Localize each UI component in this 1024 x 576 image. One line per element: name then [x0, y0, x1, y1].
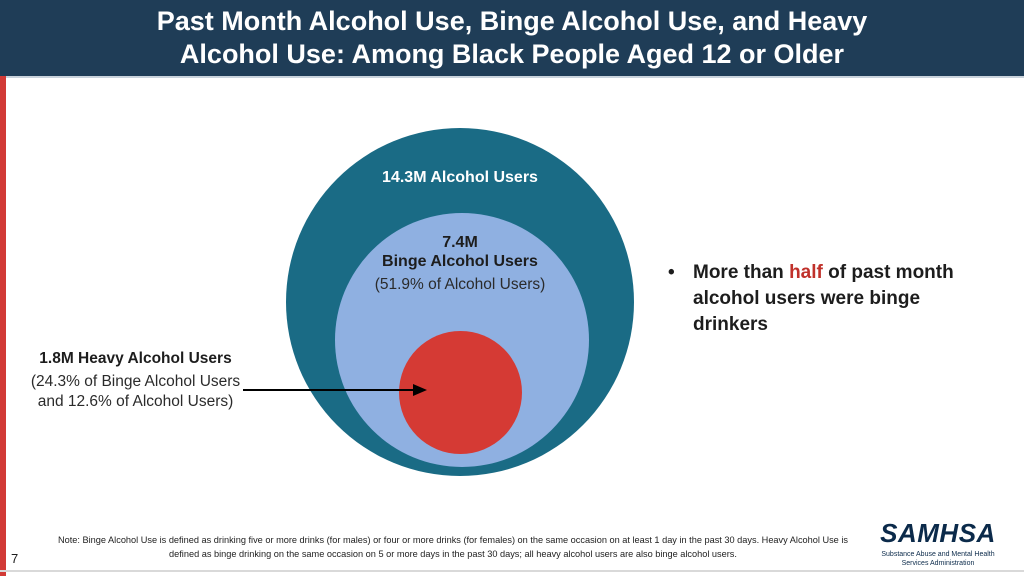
heavy-users-label: 1.8M Heavy Alcohol Users — [39, 350, 232, 367]
binge-users-label: Binge Alcohol Users — [382, 253, 538, 270]
callout-arrow-icon — [243, 384, 427, 396]
bullet-suffix: of past month alcohol users were binge d… — [693, 262, 954, 335]
key-finding-text: More than half of past month alcohol use… — [693, 260, 998, 338]
binge-users-percent: (51.9% of Alcohol Users) — [374, 276, 546, 293]
page-title: Past Month Alcohol Use, Binge Alcohol Us… — [156, 6, 868, 69]
footnote: Note: Binge Alcohol Use is defined as dr… — [58, 535, 848, 559]
logo-subtitle: Substance Abuse and Mental Health Servic… — [881, 551, 995, 567]
bullet-dot-icon: • — [668, 262, 675, 283]
bullet-prefix: More than — [693, 262, 790, 283]
logo-wordmark: SAMHSA — [880, 518, 996, 548]
bullet-highlight: half — [789, 262, 823, 283]
heavy-users-percent: (24.3% of Binge Alcohol Users and 12.6% … — [30, 373, 241, 410]
page-number: 7 — [11, 551, 19, 566]
samhsa-logo: SAMHSA Substance Abuse and Mental Health… — [878, 518, 998, 570]
header-bar: Past Month Alcohol Use, Binge Alcohol Us… — [0, 0, 1024, 78]
bottom-divider — [0, 570, 1024, 572]
key-finding-bullet: • More than half of past month alcohol u… — [668, 260, 998, 338]
left-accent-bar — [0, 76, 6, 576]
binge-users-count: 7.4M — [442, 234, 478, 251]
alcohol-users-label: 14.3M Alcohol Users — [382, 169, 538, 186]
